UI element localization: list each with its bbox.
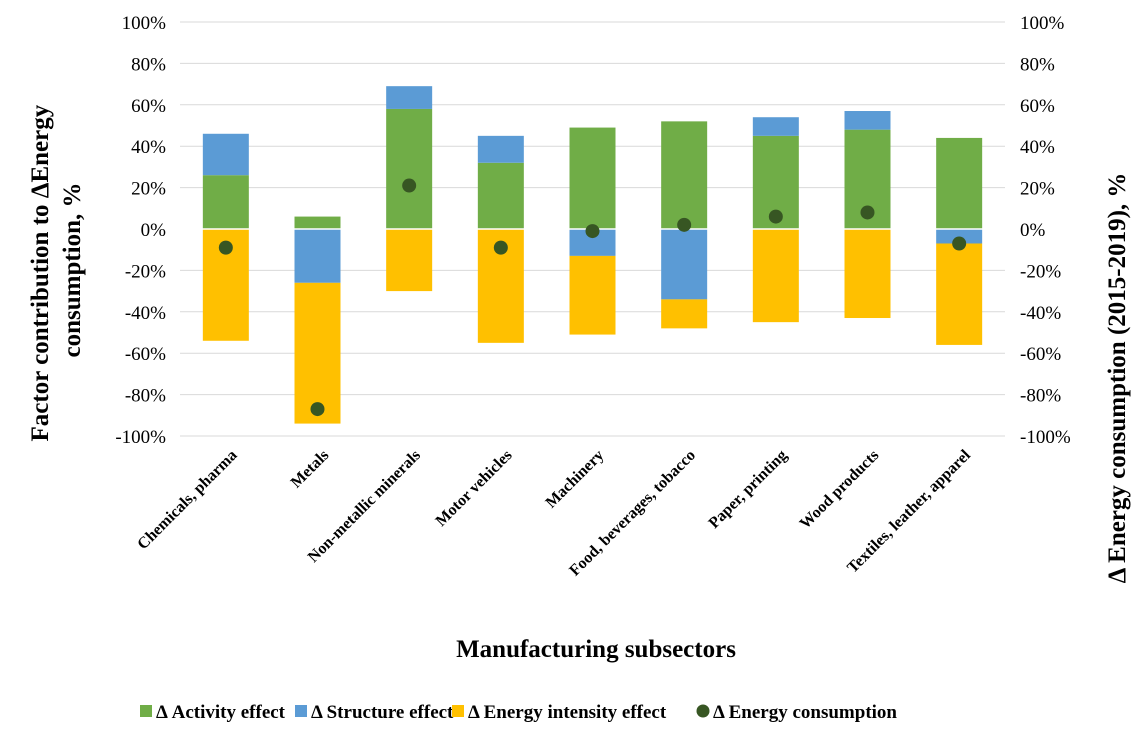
y2-tick-label: 60% [1020,96,1055,117]
legend-swatch [295,705,307,717]
bar-segment [661,121,708,229]
bar-segment [936,229,983,244]
bar-segment [936,243,983,345]
energy-consumption-marker [402,178,417,193]
bar-segment [752,117,799,136]
bar-segment [752,229,799,323]
energy-consumption-marker [677,217,692,232]
bar-segment [202,133,249,176]
category-label: Chemicals, pharma [134,447,240,553]
bar-segment [569,127,616,229]
bar-segment [569,255,616,335]
energy-consumption-marker [218,240,233,255]
bar-segment [844,111,891,130]
y2-tick-label: 100% [1020,13,1065,34]
category-label: Machinery [543,447,608,512]
y-tick-label: -80% [125,386,166,407]
bars [180,86,1005,424]
category-label: Motor vehicles [433,447,516,530]
legend-label: Δ Energy intensity effect [468,702,667,723]
y-tick-label: -20% [125,261,166,282]
category-label: Wood products [797,447,883,533]
energy-consumption-marker [860,205,875,220]
bar-segment [386,229,433,292]
bar-segment [936,137,983,229]
legend-label: Δ Structure effect [311,702,454,723]
legend-swatch [696,704,710,718]
bar-segment [294,229,341,283]
legend-swatch [452,705,464,717]
y2-tick-label: -20% [1020,261,1061,282]
bar-segment [294,216,341,229]
legend: Δ Activity effect Δ Structure effect Δ Ene… [140,702,897,723]
left-axis-ticks: 100% 80% 60% 40% 20% 0% -20% -40% -60% -80% -100% [115,13,166,448]
y-tick-label: -60% [125,344,166,365]
y-axis-title-line-2: consumption, % [59,182,86,357]
bar-segment [844,229,891,319]
markers [218,178,967,417]
bar-segment [386,86,433,109]
energy-consumption-marker [768,209,783,224]
y2-tick-label: -40% [1020,303,1061,324]
y2-tick-label: 80% [1020,54,1055,75]
bar-segment [202,175,249,229]
energy-consumption-marker [310,402,325,417]
energy-consumption-marker [585,224,600,239]
y-tick-label: -40% [125,303,166,324]
bar-segment [477,162,524,229]
energy-consumption-marker [952,236,967,251]
bar-segment [661,229,708,300]
y2-tick-label: -60% [1020,344,1061,365]
right-axis-ticks: 100% 80% 60% 40% 20% 0% -20% -40% -60% -80% -100% [1020,13,1071,448]
category-label: Paper, printing [706,447,791,532]
y2-tick-label: -80% [1020,386,1061,407]
x-axis-title: Manufacturing subsectors [456,636,736,663]
category-label: Metals [288,447,333,492]
bar-segment [294,282,341,424]
legend-swatch [140,705,152,717]
y-axis-title-line-1: Factor contribution to ΔEnergy [27,104,54,441]
y-tick-label: 100% [122,13,167,34]
legend-label: Δ Activity effect [156,702,286,723]
bar-segment [386,108,433,229]
legend-label: Δ Energy consumption [713,702,897,723]
y-tick-label: 80% [131,54,166,75]
y2-tick-label: 20% [1020,179,1055,200]
y-tick-label: 20% [131,179,166,200]
bar-segment [661,299,708,329]
y2-tick-label: 40% [1020,137,1055,158]
bar-segment [477,135,524,163]
y-tick-label: 0% [141,220,167,241]
y2-tick-label: 0% [1020,220,1046,241]
energy-consumption-marker [493,240,508,255]
y2-tick-label: -100% [1020,427,1071,448]
y-tick-label: -100% [115,427,166,448]
y-axis-title: Factor contribution to ΔEnergy consumpti… [27,99,86,442]
y2-axis-title: Δ Energy consumption (2015-2019), % [1104,173,1131,584]
y-tick-label: 60% [131,96,166,117]
y-tick-label: 40% [131,137,166,158]
